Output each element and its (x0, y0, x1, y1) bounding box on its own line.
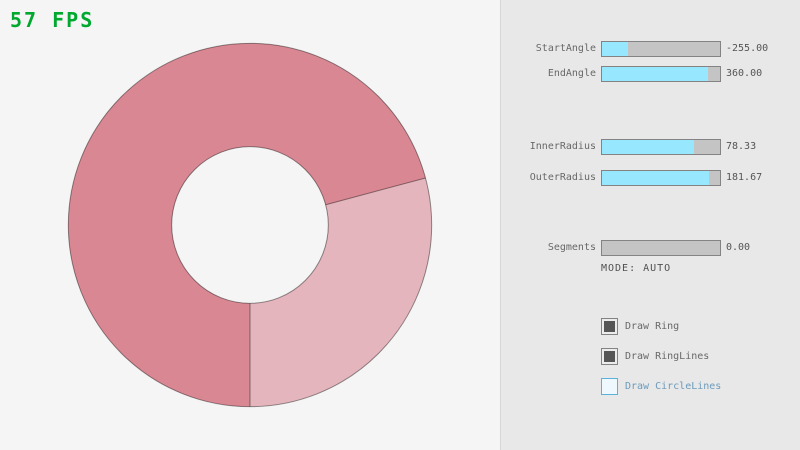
end-angle-slider[interactable] (601, 66, 721, 82)
draw-ringlines-checkmark (604, 351, 615, 362)
draw-ring-label: Draw Ring (625, 321, 680, 332)
draw-circlelines-label: Draw CircleLines (625, 381, 722, 392)
end-angle-label: EndAngle (547, 68, 596, 79)
checkbox-row-draw-ringlines: Draw RingLines (501, 348, 800, 365)
inner-radius-slider[interactable] (601, 139, 721, 155)
segments-value: 0.00 (726, 242, 751, 253)
start-angle-slider[interactable] (601, 41, 721, 57)
outer-radius-slider[interactable] (601, 170, 721, 186)
fps-counter: 57 FPS (10, 8, 95, 32)
start-angle-label: StartAngle (535, 43, 596, 54)
inner-radius-value: 78.33 (726, 141, 757, 152)
checkbox-row-draw-ring: Draw Ring (501, 318, 800, 335)
outer-radius-label: OuterRadius (529, 172, 596, 183)
segments-slider[interactable] (601, 240, 721, 256)
checkbox-row-draw-circlelines: Draw CircleLines (501, 378, 800, 395)
draw-circlelines-checkbox[interactable] (601, 378, 618, 395)
slider-row-outer-radius: OuterRadius 181.67 (501, 170, 800, 186)
inner-radius-slider-fill (602, 140, 695, 154)
end-angle-slider-fill (602, 67, 709, 81)
draw-ring-checkbox[interactable] (601, 318, 618, 335)
draw-ringlines-label: Draw RingLines (625, 351, 710, 362)
slider-row-segments: Segments 0.00 (501, 240, 800, 256)
slider-row-end-angle: EndAngle 360.00 (501, 66, 800, 82)
inner-radius-label: InnerRadius (529, 141, 596, 152)
segments-mode-label: MODE: AUTO (601, 263, 672, 274)
segments-label: Segments (547, 242, 596, 253)
start-angle-value: -255.00 (726, 43, 769, 54)
end-angle-value: 360.00 (726, 68, 763, 79)
draw-ring-checkmark (604, 321, 615, 332)
draw-ringlines-checkbox[interactable] (601, 348, 618, 365)
outer-radius-value: 181.67 (726, 172, 763, 183)
slider-row-start-angle: StartAngle -255.00 (501, 41, 800, 57)
controls-panel: StartAngle -255.00 EndAngle 360.00 Inner… (500, 0, 800, 450)
outer-radius-slider-fill (602, 171, 710, 185)
start-angle-slider-fill (602, 42, 628, 56)
slider-row-inner-radius: InnerRadius 78.33 (501, 139, 800, 155)
